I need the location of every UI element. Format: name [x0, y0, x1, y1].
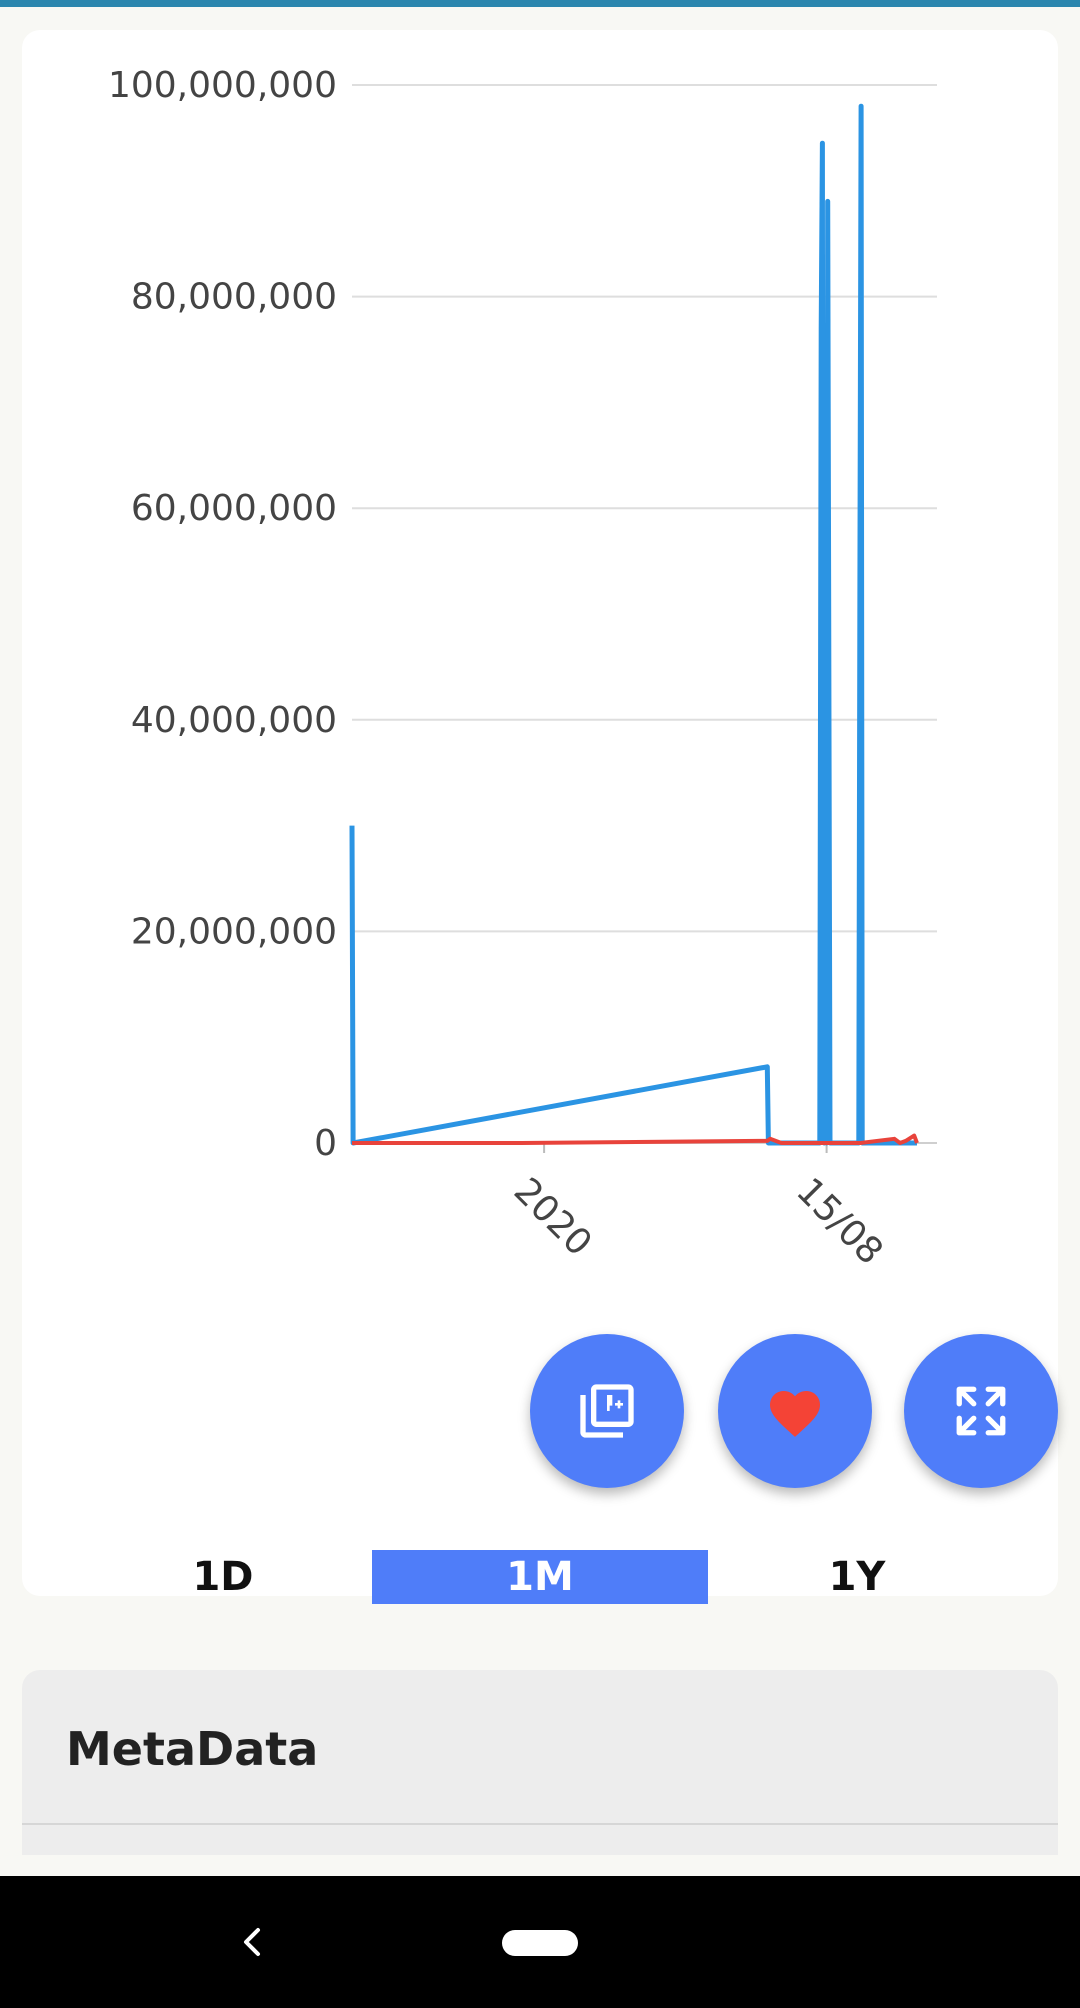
series-line-2 [352, 1133, 919, 1145]
range-1y-button[interactable]: 1Y [828, 1554, 886, 1600]
y-tick-label: 20,000,000 [131, 911, 337, 952]
fullscreen-button[interactable] [904, 1334, 1058, 1488]
price-chart[interactable]: 0 20,000,000 40,000,000 60,000,000 80,000,00… [22, 30, 1058, 1310]
series-line-1 [349, 103, 917, 1146]
back-icon[interactable] [222, 1912, 278, 1972]
metadata-divider [22, 1823, 1058, 1825]
metadata-card: MetaData [22, 1670, 1058, 1855]
fullscreen-icon [956, 1386, 1006, 1436]
y-tick-label: 100,000,000 [108, 65, 337, 106]
status-accent-bar [0, 0, 1080, 7]
home-pill[interactable] [502, 1930, 578, 1956]
range-1d-button[interactable]: 1D [192, 1554, 254, 1600]
y-tick-label: 80,000,000 [131, 277, 337, 318]
favorite-button[interactable] [718, 1334, 872, 1488]
x-tick-label: 15/08 [788, 1170, 890, 1272]
system-nav-bar [0, 1876, 1080, 2008]
gallery-button[interactable] [530, 1334, 684, 1488]
y-tick-label: 0 [314, 1123, 337, 1164]
heart-icon [770, 1391, 820, 1437]
y-tick-label: 60,000,000 [131, 488, 337, 529]
chart-card: 0 20,000,000 40,000,000 60,000,000 80,000,00… [22, 30, 1058, 1604]
range-1m-button[interactable]: 1M [372, 1550, 708, 1604]
x-tick-label: 2020 [506, 1170, 600, 1264]
gallery-nine-plus-icon [580, 1384, 634, 1438]
metadata-title: MetaData [66, 1722, 319, 1776]
y-tick-label: 40,000,000 [131, 700, 337, 741]
